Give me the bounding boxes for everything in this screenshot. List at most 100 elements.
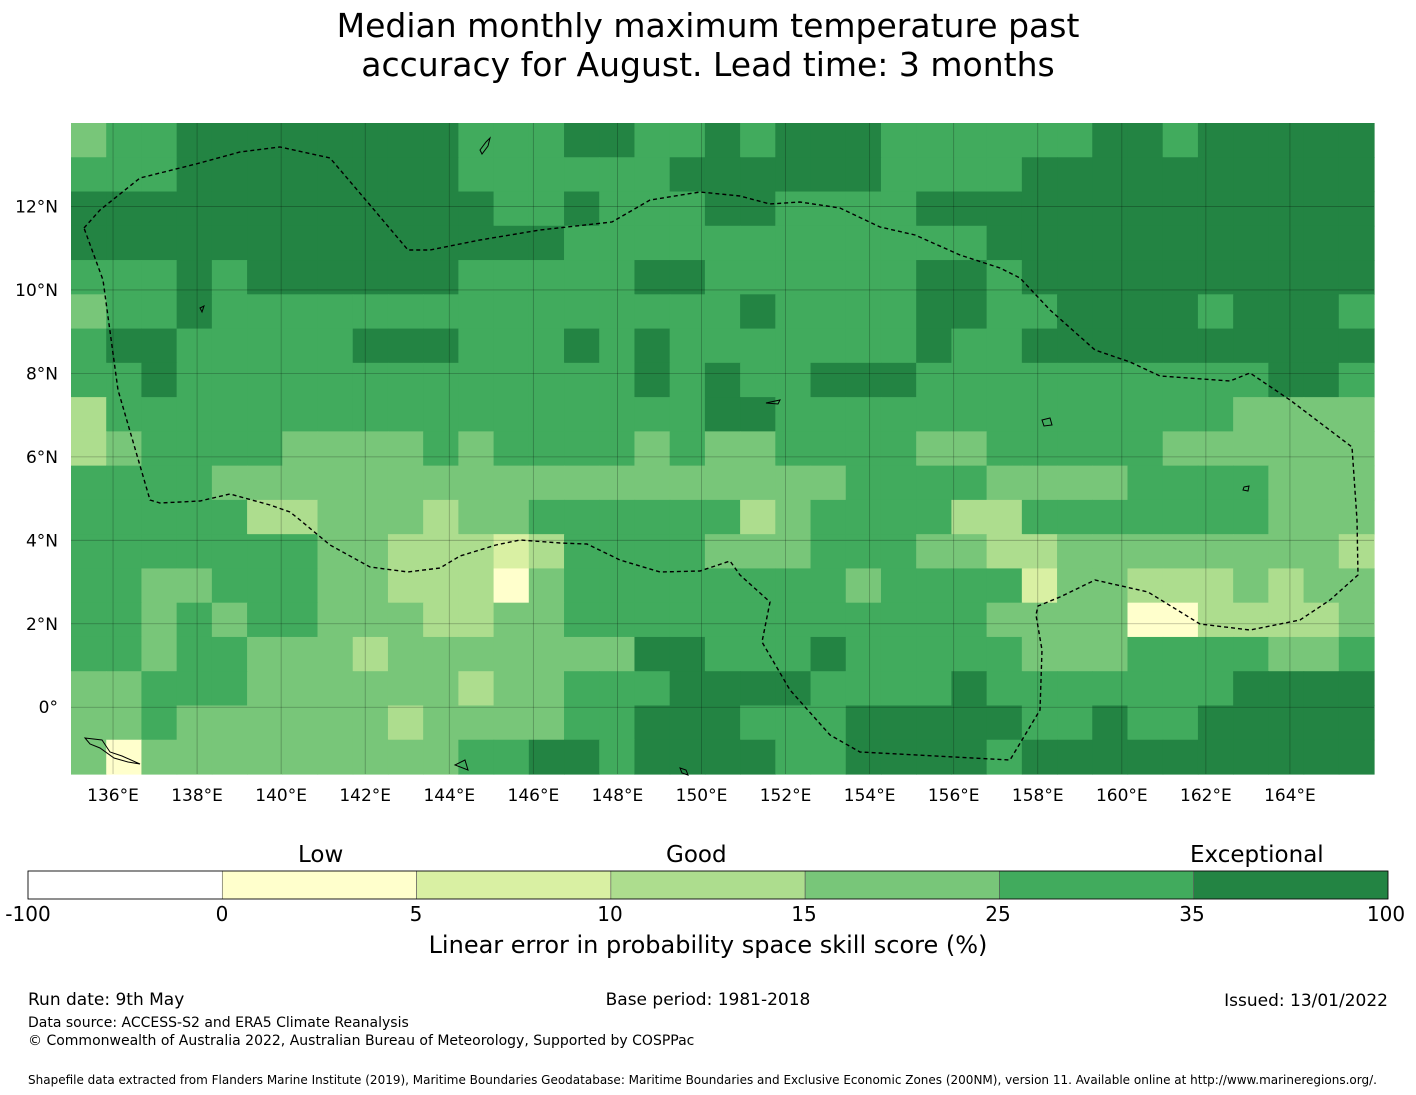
colorbar-tick-label: 10: [597, 902, 623, 926]
skill-grid-cell: [458, 123, 495, 158]
skill-grid-cell: [599, 225, 636, 261]
skill-grid-cell: [704, 602, 741, 638]
skill-grid-cell: [1197, 157, 1234, 193]
skill-grid-cell: [458, 705, 495, 741]
skill-grid-cell: [599, 294, 636, 330]
category-good-label: Good: [666, 842, 727, 868]
skill-grid-cell: [141, 362, 178, 398]
skill-grid-cell: [141, 397, 178, 432]
skill-grid-cell: [564, 739, 600, 775]
skill-grid-cells: [71, 123, 1375, 775]
skill-grid-cell: [1127, 602, 1164, 638]
skill-grid-cell: [176, 431, 213, 467]
skill-grid-cell: [1268, 431, 1305, 467]
skill-grid-cell: [106, 260, 143, 295]
skill-grid-cell: [352, 431, 389, 467]
skill-grid-cell: [493, 294, 530, 330]
skill-grid-cell: [564, 294, 600, 330]
skill-grid-cell: [493, 534, 530, 570]
skill-grid-cell: [282, 123, 319, 158]
skill-grid-cell: [1021, 534, 1058, 570]
skill-grid-cell: [211, 705, 248, 741]
skill-grid-cell: [1268, 671, 1305, 707]
colorbar-tick-label: 5: [409, 902, 423, 926]
skill-grid-cell: [634, 225, 671, 261]
skill-grid-cell: [1338, 225, 1375, 261]
skill-grid-cell: [775, 157, 812, 193]
atoll-coastline: [1242, 485, 1250, 492]
skill-grid-cell: [528, 739, 565, 775]
skill-grid-cell: [564, 636, 600, 672]
skill-grid-cell: [106, 294, 143, 330]
longitude-tick-label: 154°E: [844, 786, 896, 806]
skill-grid-cell: [317, 499, 354, 535]
atoll-coastline: [765, 399, 781, 405]
skill-grid-cell: [1303, 362, 1340, 398]
longitude-tick-label: 152°E: [760, 786, 812, 806]
longitude-tick-label: 138°E: [171, 786, 223, 806]
skill-grid-cell: [71, 260, 107, 295]
skill-grid-cell: [1303, 157, 1340, 193]
skill-grid-cell: [1092, 225, 1129, 261]
skill-grid-cell: [1162, 465, 1199, 501]
skill-grid-cell: [1303, 602, 1340, 638]
skill-grid-cell: [71, 671, 107, 707]
skill-grid-cell: [564, 568, 600, 604]
skill-grid-cell: [599, 328, 636, 364]
skill-grid-cell: [704, 671, 741, 707]
skill-grid-cell: [986, 362, 1023, 398]
skill-grid-cell: [317, 465, 354, 501]
longitude-tick-label: 148°E: [592, 786, 644, 806]
skill-grid-cell: [1021, 123, 1058, 158]
skill-grid-cell: [634, 465, 671, 501]
skill-grid-cell: [634, 602, 671, 638]
skill-grid-cell: [740, 123, 776, 158]
skill-grid-cell: [1197, 225, 1234, 261]
graticule: [71, 123, 1374, 774]
skill-grid-cell: [669, 705, 706, 741]
skill-grid-cell: [1197, 397, 1234, 432]
skill-grid-cell: [986, 499, 1023, 535]
skill-grid-cell: [1021, 465, 1058, 501]
skill-grid-cell: [845, 499, 882, 535]
skill-grid-cell: [1162, 671, 1199, 707]
skill-grid-cell: [141, 294, 178, 330]
skill-grid-cell: [1057, 705, 1093, 741]
skill-grid-cell: [528, 123, 565, 158]
atoll-coastline: [199, 305, 205, 314]
skill-grid-cell: [669, 328, 706, 364]
skill-grid-cell: [1233, 397, 1269, 432]
longitude-tick-label: 146°E: [508, 786, 560, 806]
skill-grid-cell: [141, 123, 178, 158]
skill-grid-cell: [458, 431, 495, 467]
skill-grid-cell: [634, 260, 671, 295]
skill-grid-cell: [669, 225, 706, 261]
skill-grid-cell: [1162, 157, 1199, 193]
skill-grid-cell: [1268, 328, 1305, 364]
skill-grid-cell: [317, 431, 354, 467]
skill-grid-cell: [564, 157, 600, 193]
skill-grid-cell: [106, 362, 143, 398]
skill-grid-cell: [528, 157, 565, 193]
skill-grid-cell: [775, 328, 812, 364]
skill-grid-cell: [880, 397, 917, 432]
skill-grid-cell: [282, 397, 319, 432]
skill-grid-cell: [1303, 465, 1340, 501]
skill-grid-cell: [1092, 431, 1129, 467]
skill-grid-cell: [916, 294, 953, 330]
skill-grid-cell: [1268, 705, 1305, 741]
skill-grid-cell: [1092, 534, 1129, 570]
skill-grid-cell: [1338, 328, 1375, 364]
skill-grid-cell: [1127, 157, 1164, 193]
skill-grid-cell: [211, 328, 248, 364]
skill-grid-cell: [423, 602, 459, 638]
colorbar-tick-label: 25: [985, 902, 1011, 926]
skill-grid-cell: [775, 260, 812, 295]
atoll-coastline: [679, 767, 689, 776]
skill-grid-cell: [352, 534, 389, 570]
skill-grid-cell: [880, 362, 917, 398]
skill-grid-cell: [634, 705, 671, 741]
skill-grid-cell: [71, 602, 107, 638]
skill-grid-cell: [986, 225, 1023, 261]
skill-grid-cell: [704, 568, 741, 604]
